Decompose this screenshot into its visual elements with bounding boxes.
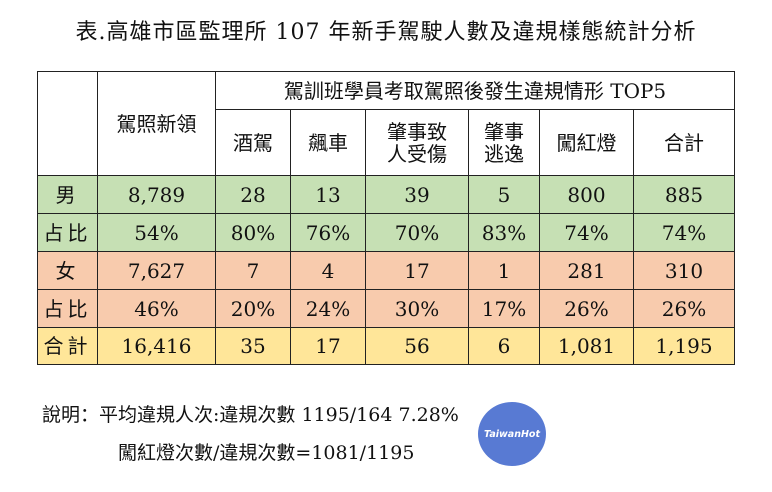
table-row-female-ratio: 占比 46% 20% 24% 30% 17% 26% 26% bbox=[37, 289, 736, 328]
taiwanhot-watermark-logo: TaiwanHot bbox=[478, 402, 546, 466]
cell-dui: 35 bbox=[215, 327, 291, 365]
cell-hit-and-run: 1 bbox=[468, 251, 540, 290]
cell-racing: 76% bbox=[290, 213, 366, 252]
cell-new-license: 46% bbox=[97, 289, 216, 328]
row-label: 占比 bbox=[37, 213, 98, 252]
watermark-text: TaiwanHot bbox=[484, 428, 540, 440]
cell-racing: 13 bbox=[290, 175, 366, 214]
note-line-1: 說明：平均違規人次:違規次數 1195/164 7.28% bbox=[42, 404, 459, 426]
cell-new-license: 7,627 bbox=[97, 251, 216, 290]
cell-red-light: 26% bbox=[539, 289, 634, 328]
cell-dui: 28 bbox=[215, 175, 291, 214]
header-hit-and-run: 肇事 逃逸 bbox=[468, 109, 540, 176]
cell-injury: 17 bbox=[365, 251, 469, 290]
cell-racing: 17 bbox=[290, 327, 366, 365]
cell-red-light: 800 bbox=[539, 175, 634, 214]
cell-total: 74% bbox=[632, 213, 736, 252]
cell-racing: 24% bbox=[290, 289, 366, 328]
cell-injury: 39 bbox=[365, 175, 469, 214]
cell-new-license: 16,416 bbox=[97, 327, 216, 365]
cell-dui: 7 bbox=[215, 251, 291, 290]
header-injury-accident: 肇事致 人受傷 bbox=[365, 109, 469, 176]
header-new-license: 駕照新領 bbox=[97, 71, 216, 176]
cell-dui: 20% bbox=[215, 289, 291, 328]
table-row-total: 合計 16,416 35 17 56 6 1,081 1,195 bbox=[37, 327, 736, 365]
cell-hit-and-run: 17% bbox=[468, 289, 540, 328]
note-line-2: 闖紅燈次數/違規次數=1081/1195 bbox=[118, 442, 415, 464]
cell-new-license: 8,789 bbox=[97, 175, 216, 214]
header-racing: 飆車 bbox=[290, 109, 366, 176]
row-label: 女 bbox=[37, 251, 98, 290]
cell-injury: 30% bbox=[365, 289, 469, 328]
row-label: 合計 bbox=[37, 327, 98, 365]
table-row-female: 女 7,627 7 4 17 1 281 310 bbox=[37, 251, 736, 290]
table-title: 表.高雄市區監理所 107 年新手駕駛人數及違規樣態統計分析 bbox=[75, 20, 697, 45]
header-total: 合計 bbox=[632, 109, 736, 176]
cell-red-light: 281 bbox=[539, 251, 634, 290]
cell-hit-and-run: 83% bbox=[468, 213, 540, 252]
row-label: 男 bbox=[37, 175, 98, 214]
cell-dui: 80% bbox=[215, 213, 291, 252]
cell-injury: 56 bbox=[365, 327, 469, 365]
cell-total: 1,195 bbox=[632, 327, 736, 365]
cell-total: 310 bbox=[632, 251, 736, 290]
row-label: 占比 bbox=[37, 289, 98, 328]
table-row-male: 男 8,789 28 13 39 5 800 885 bbox=[37, 175, 736, 214]
cell-total: 885 bbox=[632, 175, 736, 214]
corner-cell bbox=[37, 71, 98, 176]
cell-new-license: 54% bbox=[97, 213, 216, 252]
statistics-table: 駕照新領 駕訓班學員考取駕照後發生違規情形 TOP5 酒駕 飆車 肇事致 人受傷 … bbox=[37, 71, 736, 365]
cell-racing: 4 bbox=[290, 251, 366, 290]
cell-red-light: 1,081 bbox=[539, 327, 634, 365]
table-row-male-ratio: 占比 54% 80% 76% 70% 83% 74% 74% bbox=[37, 213, 736, 252]
header-red-light: 闖紅燈 bbox=[539, 109, 634, 176]
header-violation-group: 駕訓班學員考取駕照後發生違規情形 TOP5 bbox=[214, 71, 736, 110]
cell-injury: 70% bbox=[365, 213, 469, 252]
cell-red-light: 74% bbox=[539, 213, 634, 252]
cell-total: 26% bbox=[632, 289, 736, 328]
cell-hit-and-run: 6 bbox=[468, 327, 540, 365]
header-dui: 酒駕 bbox=[215, 109, 291, 176]
cell-hit-and-run: 5 bbox=[468, 175, 540, 214]
